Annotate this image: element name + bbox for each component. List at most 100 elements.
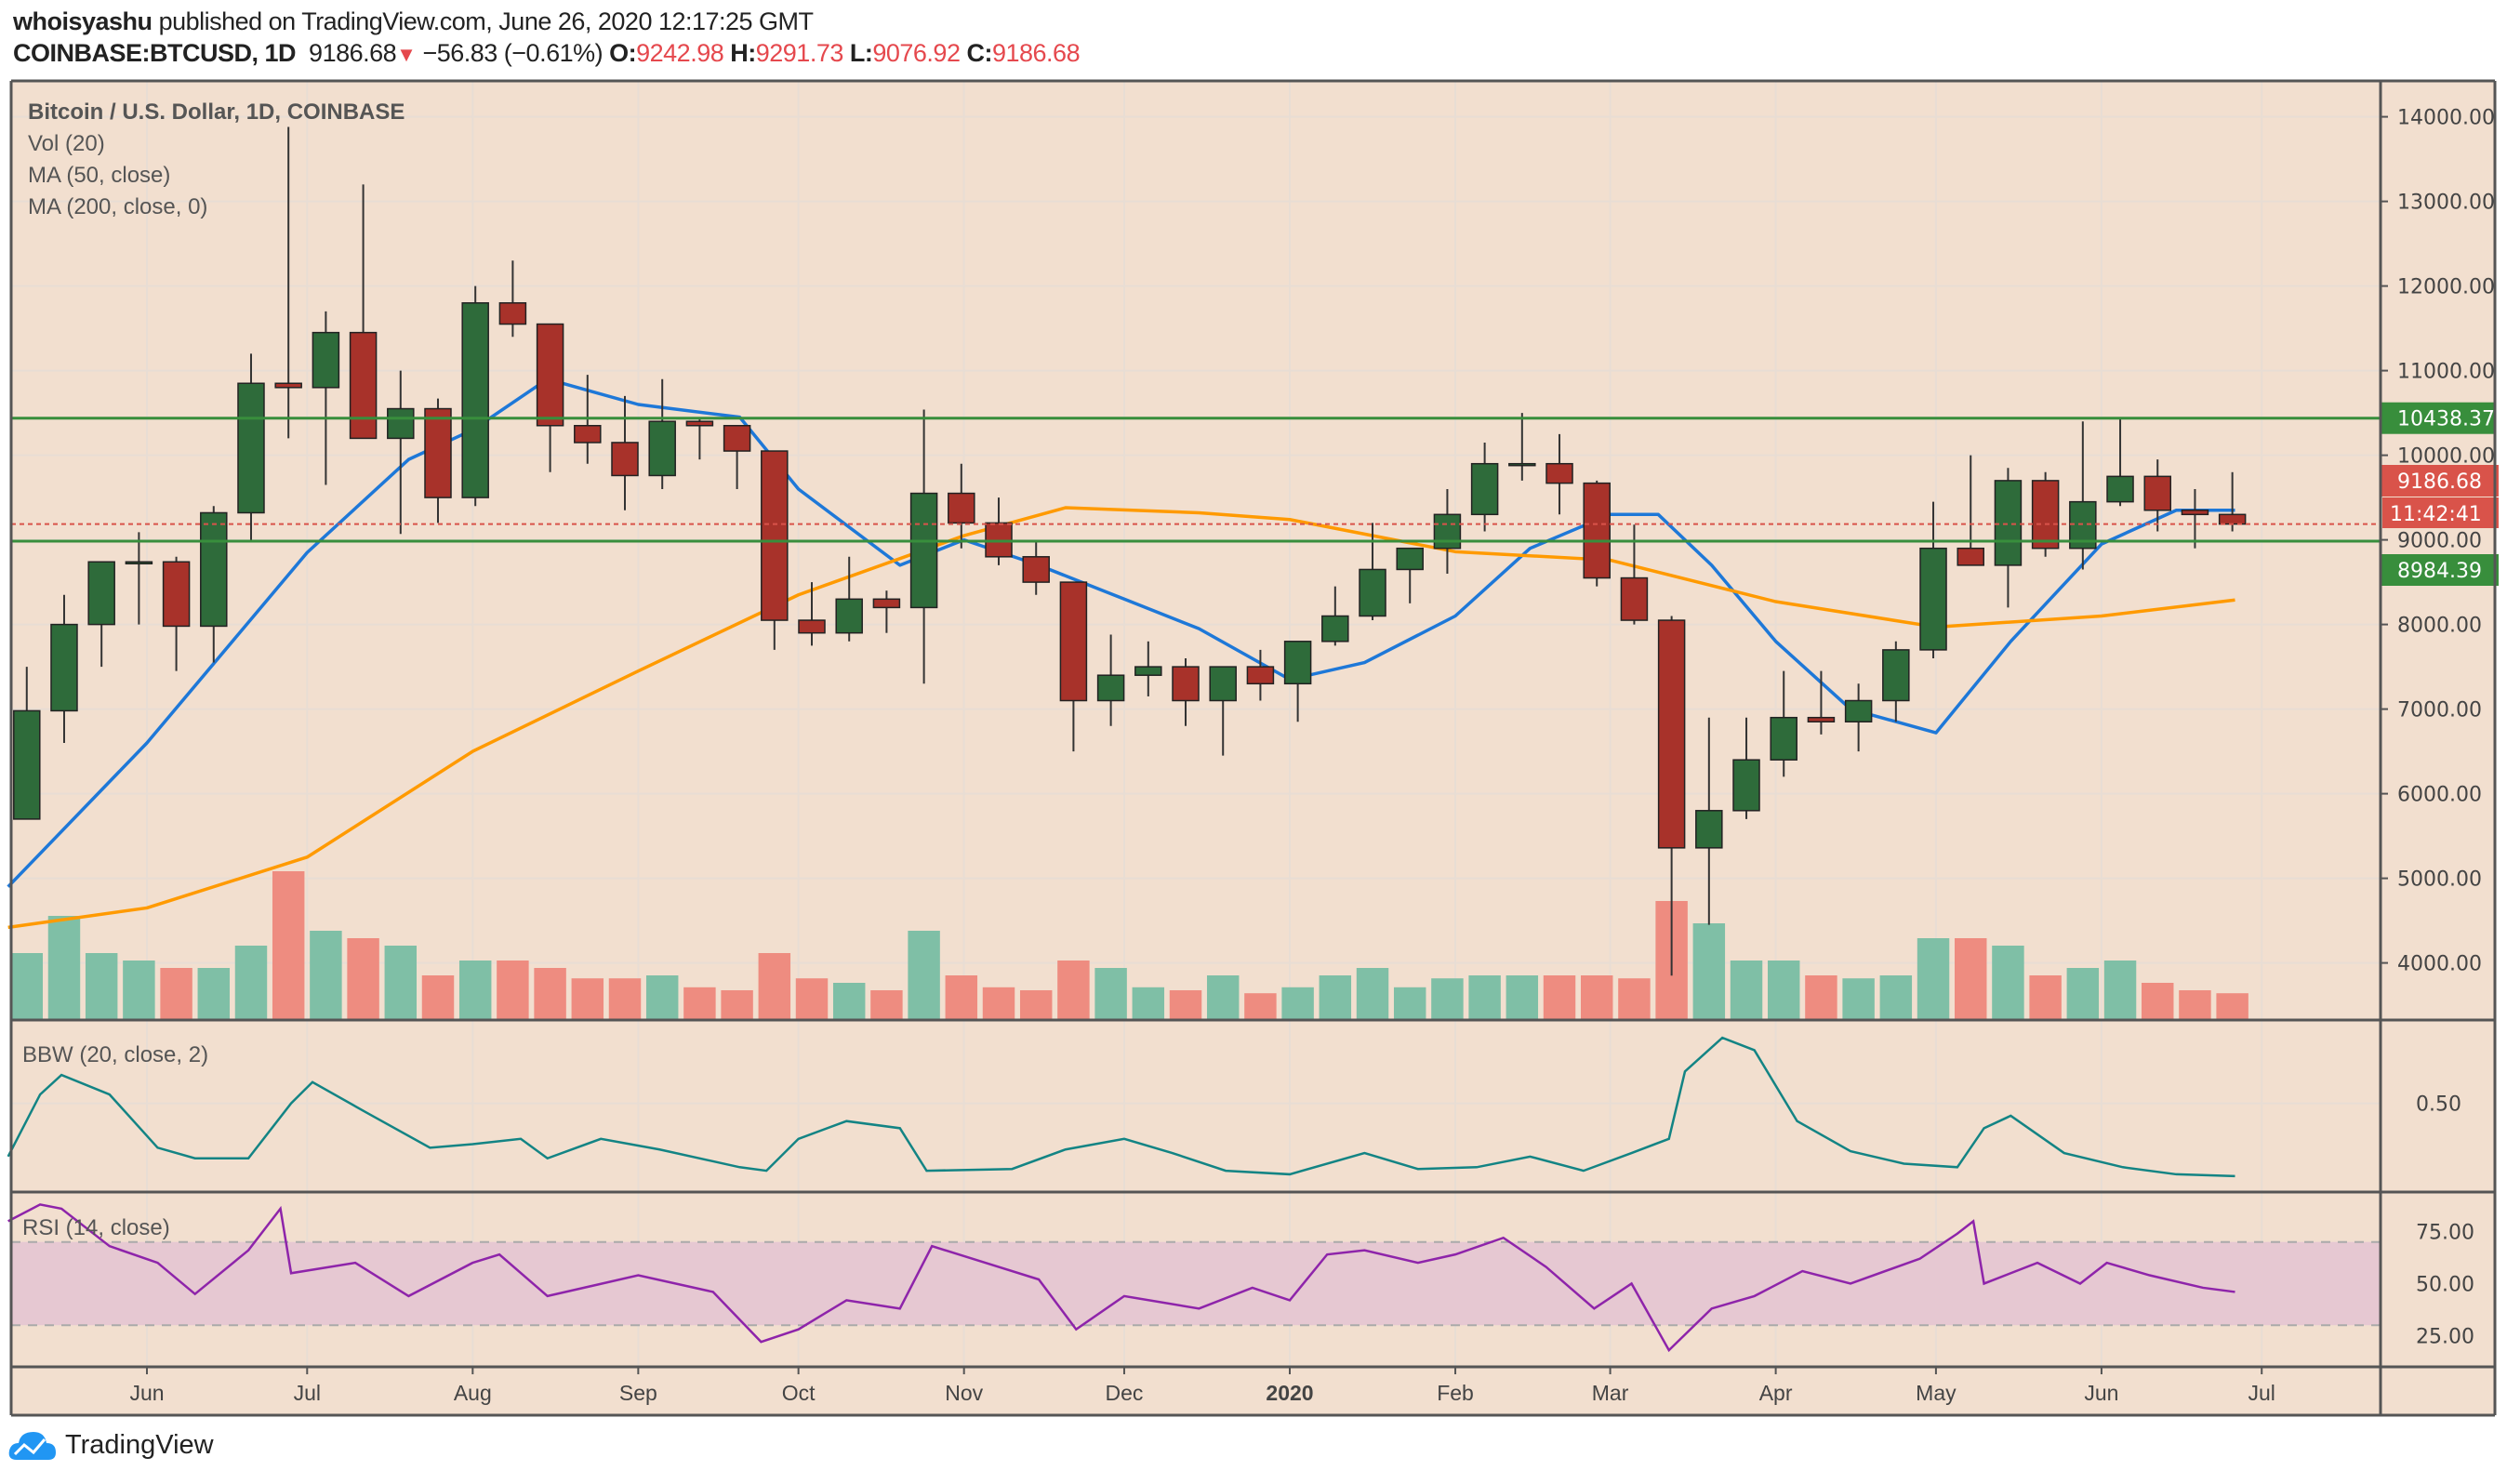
volume-bar	[982, 987, 1015, 1020]
y-tick-label: 10000.00	[2397, 445, 2495, 469]
volume-bar	[1730, 961, 1763, 1020]
candle-body	[2181, 510, 2209, 516]
candle-body	[1545, 462, 1573, 484]
candle-body	[1096, 674, 1125, 702]
volume-bar	[458, 961, 492, 1020]
candle-body	[13, 709, 41, 820]
x-tick-label: 2020	[1266, 1381, 1313, 1405]
volume-bar	[571, 978, 604, 1020]
high-value: 9291.73	[755, 39, 844, 67]
level-price-label: 10438.37	[2397, 408, 2495, 431]
volume-bar	[160, 968, 192, 1020]
bbw-legend: BBW (20, close, 2)	[22, 1042, 208, 1067]
tradingview-logo[interactable]: TradingView	[7, 1428, 214, 1462]
last-price-badge	[2381, 465, 2499, 497]
volume-bar	[1132, 987, 1165, 1020]
candle-body	[274, 382, 302, 389]
candle-body	[461, 302, 489, 498]
close-label: C:	[966, 39, 992, 67]
volume-bar	[2066, 968, 2100, 1020]
candle-body	[1770, 716, 1797, 761]
open-value: 9242.98	[636, 39, 724, 67]
candle-body	[2143, 475, 2171, 511]
bbw-line	[7, 1036, 2235, 1178]
candle-body	[761, 450, 789, 621]
candle-body	[909, 492, 938, 609]
volume-bar	[1206, 975, 1240, 1020]
volume-bar	[272, 871, 305, 1020]
chart[interactable]: Jun Jul Aug Sep Oct Nov Dec 2020 Feb Mar Apr May Jun…	[0, 0, 2507, 1423]
candle-body	[1844, 699, 1873, 722]
volume-bar	[1917, 938, 1950, 1020]
candle-body	[1695, 810, 1723, 849]
logo-text: TradingView	[65, 1429, 214, 1460]
volume-bar	[1281, 987, 1314, 1020]
candle-body	[835, 598, 863, 634]
volume-bar	[832, 983, 866, 1020]
candle-body	[1583, 482, 1611, 579]
candle-body	[1882, 649, 1910, 702]
x-tick-label: May	[1916, 1381, 1957, 1405]
candle-body	[1732, 759, 1760, 812]
volume-bar	[497, 961, 529, 1020]
volume-bar	[1244, 993, 1277, 1020]
volume-bar	[795, 978, 829, 1020]
volume-bar	[47, 916, 81, 1020]
x-tick-label: Jun	[129, 1381, 164, 1405]
candle-body	[349, 331, 378, 440]
y-tick-label: 6000.00	[2397, 784, 2482, 807]
volume-bar	[384, 946, 418, 1020]
candle-body	[798, 619, 826, 634]
volume-bar	[1842, 978, 1875, 1020]
candle-body	[1470, 462, 1499, 516]
candle-body	[1209, 666, 1237, 702]
volume-bar	[1805, 975, 1837, 1020]
level-price-badge	[2381, 554, 2499, 586]
last-price: 9186.68	[309, 39, 397, 67]
volume-bar	[1618, 978, 1651, 1020]
high-label: H:	[730, 39, 756, 67]
volume-bar	[2142, 983, 2174, 1020]
candle-body	[1994, 480, 2023, 566]
author-name[interactable]: whoisyashu	[13, 7, 153, 35]
candle-body	[1620, 576, 1649, 621]
rsi-tick-label: 25.00	[2416, 1325, 2474, 1348]
volume-bar	[1169, 990, 1202, 1020]
candle-body	[723, 425, 751, 452]
low-value: 9076.92	[872, 39, 961, 67]
candle-body	[2031, 480, 2060, 550]
candle-body	[1433, 513, 1462, 550]
x-tick-label: Mar	[1592, 1381, 1629, 1405]
candle-body	[387, 407, 415, 440]
y-tick-label: 8000.00	[2397, 615, 2482, 638]
volume-bar	[645, 975, 679, 1020]
countdown-badge	[2382, 497, 2499, 528]
volume-bar	[347, 938, 379, 1020]
rsi-legend: RSI (14, close)	[22, 1215, 170, 1240]
volume-bar	[123, 961, 155, 1020]
candle-body	[237, 382, 265, 514]
volume-bar	[310, 931, 342, 1020]
ma50-legend: MA (50, close)	[28, 163, 170, 188]
volume-bar	[1094, 968, 1127, 1020]
candle-body	[1359, 568, 1386, 617]
volume-bar	[234, 946, 268, 1020]
volume-bar	[908, 931, 940, 1020]
candle-body	[424, 407, 452, 498]
price-change: −56.83 (−0.61%)	[422, 39, 604, 67]
volume-bar	[870, 990, 903, 1020]
symbol-info: COINBASE:BTCUSD, 1D 9186.68▼ −56.83 (−0.…	[13, 39, 1081, 68]
chart-title: Bitcoin / U.S. Dollar, 1D, COINBASE	[28, 99, 405, 125]
ma50-line	[7, 377, 2235, 888]
volume-bar	[1431, 978, 1464, 1020]
candle-body	[1172, 666, 1200, 702]
volume-bar	[1768, 961, 1800, 1020]
candle-body	[2218, 513, 2247, 525]
volume-bar	[721, 990, 753, 1020]
y-tick-label: 9000.00	[2397, 530, 2482, 553]
volume-bar	[608, 978, 642, 1020]
last-price-label: 9186.68	[2397, 470, 2482, 494]
x-tick-label: Jun	[2084, 1381, 2118, 1405]
low-label: L:	[849, 39, 873, 67]
close-value: 9186.68	[991, 39, 1081, 67]
